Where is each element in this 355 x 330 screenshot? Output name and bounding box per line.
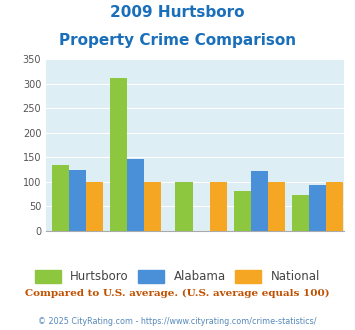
Bar — [268, 182, 285, 231]
Text: 2009 Hurtsboro: 2009 Hurtsboro — [110, 5, 245, 20]
Bar — [69, 170, 86, 231]
Bar — [51, 165, 69, 231]
Bar — [234, 191, 251, 231]
Bar — [144, 182, 161, 231]
Bar — [110, 78, 127, 231]
Bar — [86, 182, 103, 231]
Text: © 2025 CityRating.com - https://www.cityrating.com/crime-statistics/: © 2025 CityRating.com - https://www.city… — [38, 317, 317, 326]
Text: Property Crime Comparison: Property Crime Comparison — [59, 33, 296, 48]
Bar — [292, 195, 309, 231]
Legend: Hurtsboro, Alabama, National: Hurtsboro, Alabama, National — [30, 265, 325, 288]
Bar — [251, 171, 268, 231]
Text: Compared to U.S. average. (U.S. average equals 100): Compared to U.S. average. (U.S. average … — [25, 289, 330, 298]
Bar — [175, 182, 192, 231]
Bar — [326, 182, 343, 231]
Bar — [309, 185, 326, 231]
Bar — [127, 159, 144, 231]
Bar — [209, 182, 226, 231]
